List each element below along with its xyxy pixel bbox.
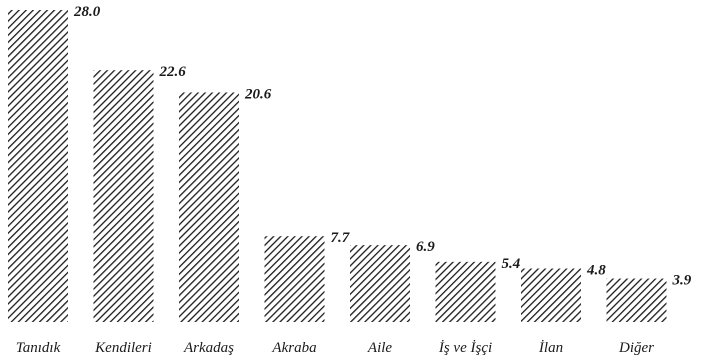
bar [435, 261, 496, 322]
bar [264, 236, 325, 322]
value-label: 22.6 [159, 64, 187, 80]
value-labels-layer: 28.0 22.6 20.6 7.7 6.9 5.4 4.8 3.9 [73, 4, 692, 289]
category-label: İş ve İşçi [438, 340, 492, 356]
category-label: Akraba [271, 340, 316, 356]
value-label: 6.9 [416, 239, 435, 255]
bar [606, 278, 667, 322]
category-label: İlan [538, 340, 563, 356]
category-label: Diğer [618, 340, 654, 356]
category-label: Arkadaş [183, 340, 234, 356]
bar [350, 245, 410, 322]
value-label: 5.4 [502, 256, 521, 272]
category-label: Tanıdık [16, 340, 61, 356]
value-label: 20.6 [244, 86, 272, 102]
value-label: 4.8 [586, 263, 606, 279]
value-label: 7.7 [331, 230, 350, 246]
bars-layer [8, 10, 667, 323]
value-label: 28.0 [73, 4, 101, 20]
value-label: 3.9 [672, 273, 692, 289]
category-labels-layer: Tanıdık Kendileri Arkadaş Akraba Aile İş ve İ… [16, 340, 654, 356]
category-label: Aile [367, 340, 392, 356]
bar [93, 70, 154, 323]
category-label: Kendileri [94, 340, 152, 356]
bar [8, 10, 68, 322]
bar [179, 92, 239, 322]
bar [521, 268, 581, 322]
